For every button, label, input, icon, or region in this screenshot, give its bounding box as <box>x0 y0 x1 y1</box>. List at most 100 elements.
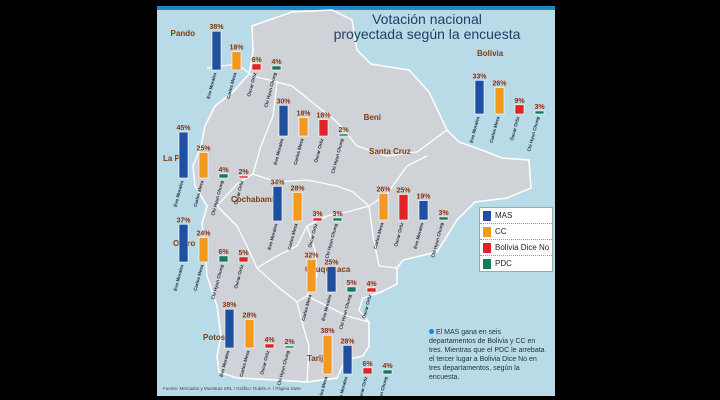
legend-item-bdn: Bolivia Dice No <box>480 240 552 256</box>
data-label-cochabamba-1: 28% <box>290 185 305 192</box>
data-label-oruro-3: 5% <box>238 250 249 257</box>
data-label-cochabamba-3: 3% <box>332 211 343 218</box>
category-label-pando-1: Carlos Mesa <box>226 72 238 100</box>
category-label-bolivia-1: Carlos Mesa <box>489 116 501 144</box>
data-label-potos-2: 4% <box>264 337 275 344</box>
data-label-la-paz-0: 45% <box>176 125 191 132</box>
category-label-santa-cruz-2: Evo Morales <box>413 222 425 250</box>
bar-santa-cruz-1 <box>398 194 409 221</box>
bar-pando-1 <box>231 51 242 71</box>
category-label-la-paz-0: Evo Morales <box>173 180 185 208</box>
bar-potos-0 <box>224 308 235 349</box>
data-label-bolivia-2: 9% <box>514 98 525 105</box>
category-label-beni-0: Evo Morales <box>273 138 285 166</box>
data-label-beni-3: 2% <box>338 127 349 134</box>
bar-la-paz-3 <box>238 175 249 179</box>
bar-potos-3 <box>284 345 295 349</box>
chart-title-la-paz: La Paz <box>163 154 188 163</box>
data-label-santa-cruz-0: 26% <box>376 186 391 193</box>
data-label-oruro-0: 37% <box>176 217 191 224</box>
category-label-chuquisaca-1: Evo Morales <box>321 294 333 322</box>
bar-bolivia-3 <box>534 110 545 115</box>
data-label-potos-0: 38% <box>222 302 237 309</box>
bar-santa-cruz-3 <box>438 216 449 221</box>
bar-tarija-2 <box>362 367 373 375</box>
data-label-bolivia-1: 26% <box>492 80 507 87</box>
legend-swatch-bdn <box>483 242 491 253</box>
bar-santa-cruz-2 <box>418 200 429 221</box>
data-label-santa-cruz-1: 25% <box>396 188 411 195</box>
data-label-pando-1: 18% <box>229 45 244 52</box>
data-label-bolivia-3: 3% <box>534 104 545 111</box>
page-title: Votación nacional proyectada según la en… <box>307 12 547 42</box>
chart-bolivia: Bolivia 33% Evo Morales 26% Carlos Mesa 9% Ósc… <box>469 49 546 152</box>
bar-la-paz-0 <box>178 131 189 179</box>
bar-tarija-3 <box>382 369 393 375</box>
data-label-beni-0: 30% <box>276 98 291 105</box>
bar-oruro-2 <box>218 255 229 263</box>
legend-label-cc: CC <box>495 227 507 236</box>
category-label-beni-1: Carlos Mesa <box>293 138 305 166</box>
category-label-tarija-2: Óscar Ortiz <box>355 375 368 396</box>
legend-item-pdc: PDC <box>480 256 552 271</box>
bar-santa-cruz-0 <box>378 193 389 221</box>
legend-item-cc: CC <box>480 224 552 240</box>
data-label-chuquisaca-3: 4% <box>366 281 377 288</box>
bar-chuquisaca-2 <box>346 286 357 293</box>
bar-cochabamba-3 <box>332 217 343 222</box>
category-label-cochabamba-0: Evo Morales <box>267 223 279 251</box>
legend-swatch-pdc <box>483 258 491 269</box>
bar-oruro-3 <box>238 256 249 263</box>
category-label-pando-0: Evo Morales <box>206 72 218 100</box>
title-line-1: Votación nacional <box>372 11 482 27</box>
data-label-cochabamba-0: 34% <box>270 179 285 186</box>
infographic-canvas: Pando 38% Evo Morales 18% Carlos Mesa 6% Óscar… <box>157 6 555 396</box>
data-label-chuquisaca-1: 25% <box>324 260 339 267</box>
legend-label-pdc: PDC <box>495 259 512 268</box>
chart-title-tarija: Tarija <box>307 354 328 363</box>
bar-pando-3 <box>271 65 282 71</box>
summary-note-text: El MAS gana en seis departamentos de Bol… <box>429 329 545 381</box>
bar-cochabamba-2 <box>312 217 323 222</box>
data-label-bolivia-0: 33% <box>472 73 487 80</box>
bar-potos-1 <box>244 319 255 349</box>
category-label-oruro-1: Carlos Mesa <box>193 264 205 292</box>
bar-oruro-1 <box>198 237 209 263</box>
data-label-cochabamba-2: 3% <box>312 211 323 218</box>
bar-chuquisaca-3 <box>366 287 377 293</box>
bar-beni-0 <box>278 105 289 137</box>
bar-beni-2 <box>318 119 329 137</box>
data-label-oruro-1: 24% <box>196 231 211 238</box>
data-label-tarija-3: 4% <box>382 363 393 370</box>
data-label-santa-cruz-3: 3% <box>438 210 449 217</box>
data-label-la-paz-2: 4% <box>218 167 229 174</box>
chart-title-bolivia: Bolivia <box>477 49 504 58</box>
bar-la-paz-2 <box>218 173 229 179</box>
data-label-tarija-2: 6% <box>362 361 373 368</box>
bullet-icon <box>429 329 434 334</box>
data-label-chuquisaca-0: 32% <box>304 252 319 259</box>
data-label-pando-2: 6% <box>251 57 262 64</box>
category-label-potos-1: Carlos Mesa <box>239 350 251 378</box>
data-label-santa-cruz-2: 19% <box>416 194 431 201</box>
category-label-cochabamba-1: Carlos Mesa <box>287 223 299 251</box>
chart-title-pando: Pando <box>171 29 196 38</box>
bar-cochabamba-0 <box>272 186 283 222</box>
bar-bolivia-1 <box>494 87 505 115</box>
data-label-pando-3: 4% <box>271 59 282 66</box>
data-label-beni-2: 16% <box>316 113 331 120</box>
legend-label-bdn: Bolivia Dice No <box>495 243 550 252</box>
legend-label-mas: MAS <box>495 211 513 220</box>
bar-oruro-0 <box>178 223 189 263</box>
bar-tarija-0 <box>322 334 333 375</box>
category-label-tarija-3: Chi Hyun Chung <box>374 376 388 396</box>
legend: MAS CC Bolivia Dice No PDC <box>479 207 553 272</box>
summary-note: El MAS gana en seis departamentos de Bol… <box>429 328 549 382</box>
legend-swatch-cc <box>483 226 491 237</box>
bar-chuquisaca-1 <box>326 266 337 293</box>
source-credit: Fuente: Mercados y Muestras SRL / Gráfic… <box>163 386 301 391</box>
category-label-bolivia-3: Chi Hyun Chung <box>526 116 540 152</box>
category-label-potos-0: Evo Morales <box>219 350 231 378</box>
category-label-oruro-0: Evo Morales <box>173 264 185 292</box>
